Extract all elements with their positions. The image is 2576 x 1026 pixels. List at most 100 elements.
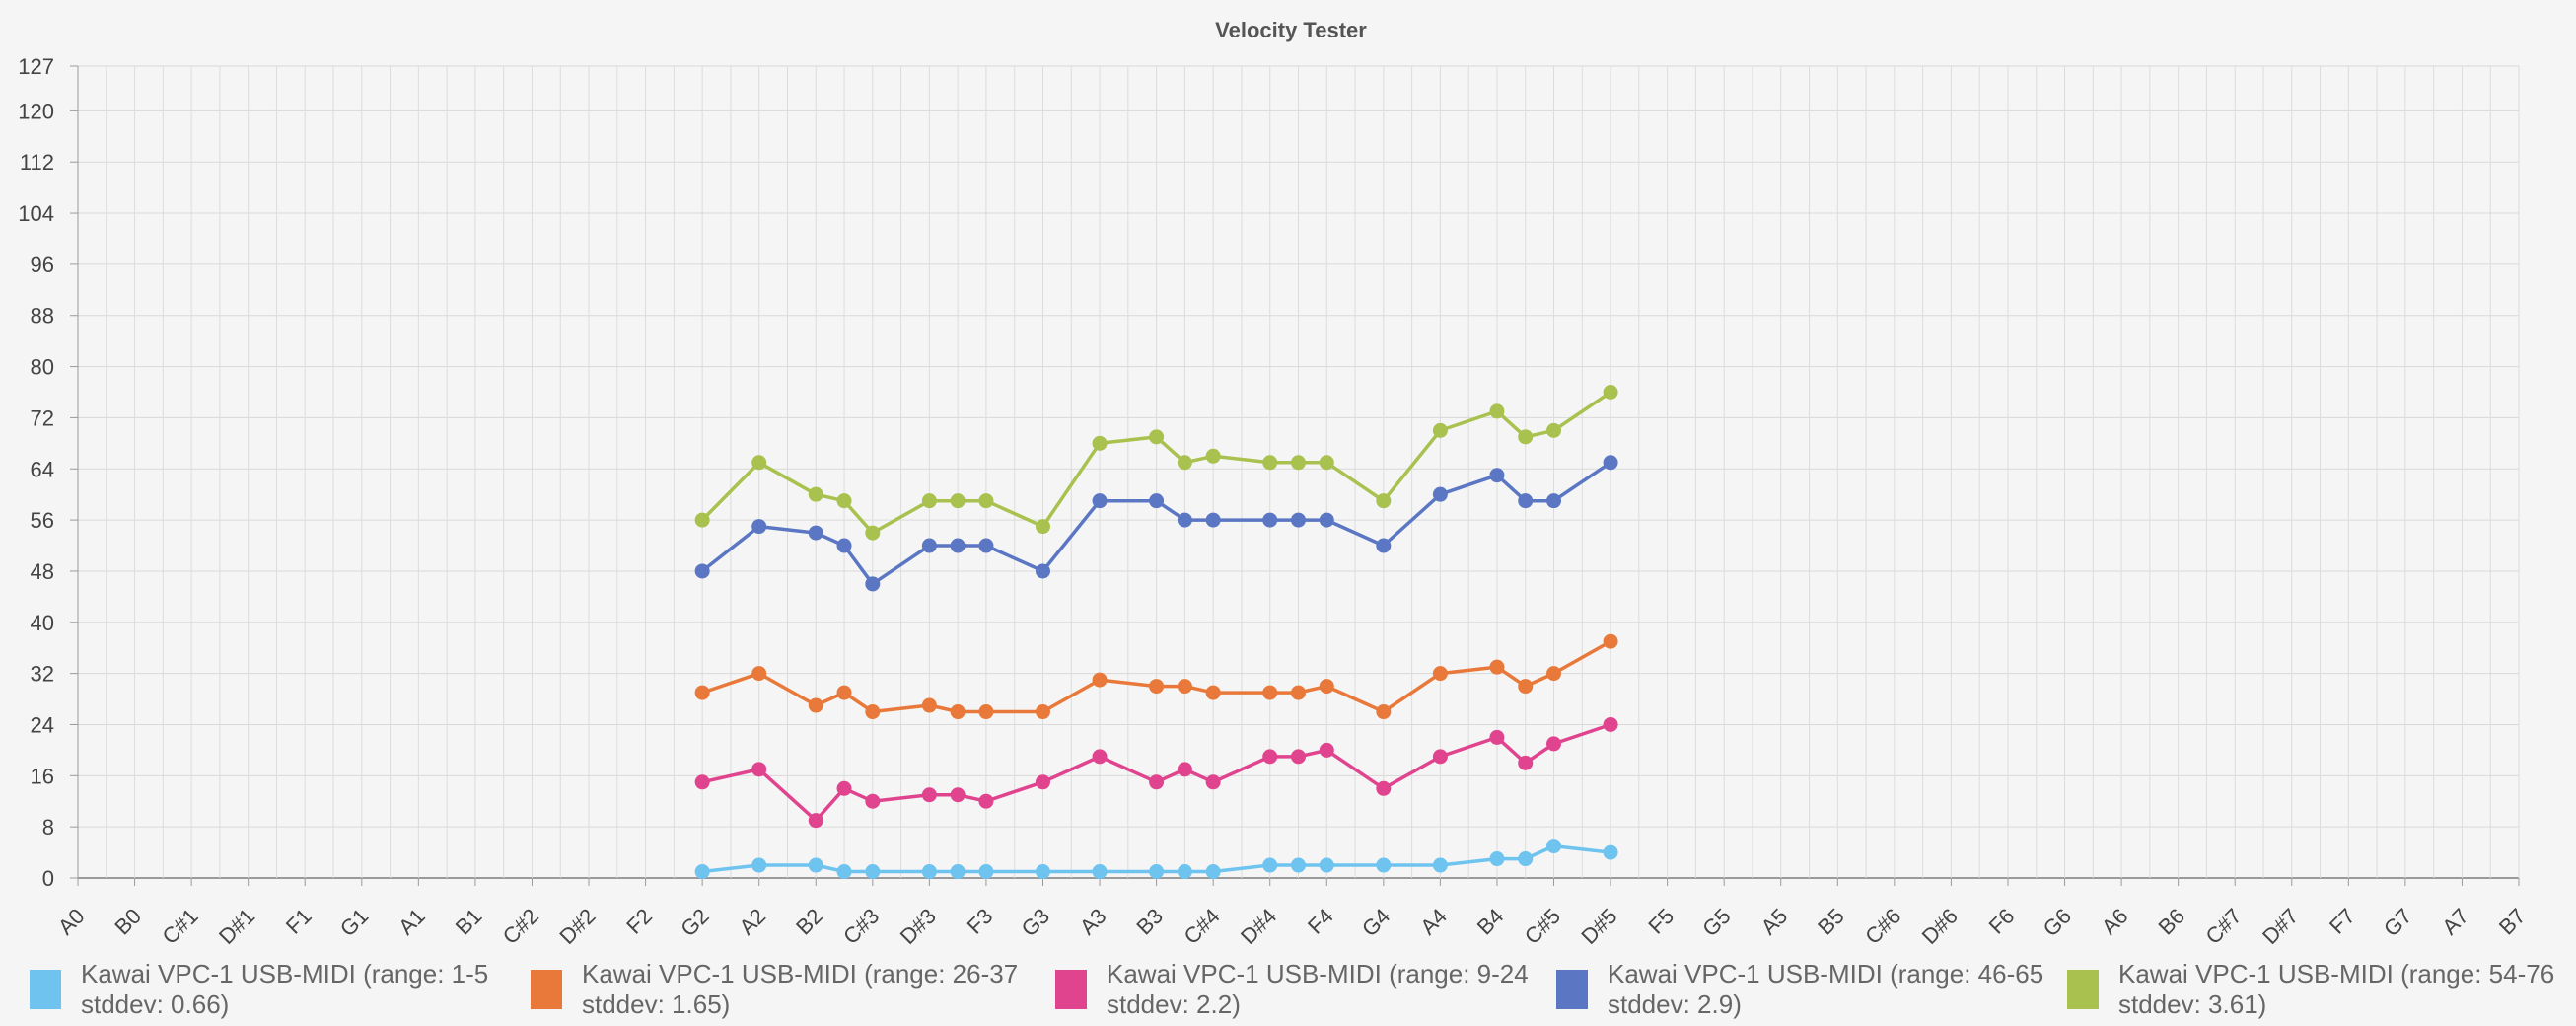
data-point[interactable] xyxy=(865,576,881,592)
data-point[interactable] xyxy=(1546,839,1562,854)
data-point[interactable] xyxy=(836,780,852,796)
data-point[interactable] xyxy=(751,762,767,777)
data-point[interactable] xyxy=(1177,455,1192,471)
data-point[interactable] xyxy=(950,538,966,553)
legend-swatch[interactable] xyxy=(1055,970,1087,1009)
data-point[interactable] xyxy=(836,538,852,553)
legend-label[interactable]: Kawai VPC-1 USB-MIDI (range: 1-5 stddev: … xyxy=(81,959,488,1019)
data-point[interactable] xyxy=(1518,429,1534,445)
data-point[interactable] xyxy=(978,704,994,720)
data-point[interactable] xyxy=(1262,455,1278,471)
data-point[interactable] xyxy=(1489,468,1505,483)
data-point[interactable] xyxy=(978,793,994,809)
legend-label[interactable]: Kawai VPC-1 USB-MIDI (range: 46-65 stddev… xyxy=(1608,959,2043,1019)
data-point[interactable] xyxy=(1489,851,1505,867)
data-point[interactable] xyxy=(694,774,710,790)
data-point[interactable] xyxy=(1319,679,1334,695)
data-point[interactable] xyxy=(1035,774,1050,790)
data-point[interactable] xyxy=(921,538,937,553)
data-point[interactable] xyxy=(694,563,710,579)
data-point[interactable] xyxy=(836,493,852,509)
legend-label[interactable]: Kawai VPC-1 USB-MIDI (range: 54-76 stddev… xyxy=(2118,959,2554,1019)
data-point[interactable] xyxy=(1546,422,1562,438)
data-point[interactable] xyxy=(1291,455,1306,471)
data-point[interactable] xyxy=(1376,704,1392,720)
data-point[interactable] xyxy=(1092,435,1108,451)
data-point[interactable] xyxy=(1603,384,1618,400)
data-point[interactable] xyxy=(1603,716,1618,732)
data-point[interactable] xyxy=(921,864,937,880)
data-point[interactable] xyxy=(865,704,881,720)
data-point[interactable] xyxy=(1518,493,1534,509)
data-point[interactable] xyxy=(1319,455,1334,471)
data-point[interactable] xyxy=(1262,512,1278,528)
data-point[interactable] xyxy=(1546,493,1562,509)
data-point[interactable] xyxy=(836,685,852,700)
data-point[interactable] xyxy=(1432,486,1448,502)
data-point[interactable] xyxy=(808,525,823,541)
data-point[interactable] xyxy=(1291,749,1306,765)
data-point[interactable] xyxy=(1489,403,1505,419)
data-point[interactable] xyxy=(1291,512,1306,528)
data-point[interactable] xyxy=(921,493,937,509)
data-point[interactable] xyxy=(1149,774,1165,790)
data-point[interactable] xyxy=(808,813,823,829)
data-point[interactable] xyxy=(694,864,710,880)
data-point[interactable] xyxy=(950,787,966,803)
data-point[interactable] xyxy=(1262,857,1278,873)
data-point[interactable] xyxy=(1177,864,1192,880)
data-point[interactable] xyxy=(1035,519,1050,535)
data-point[interactable] xyxy=(1205,685,1221,700)
legend-swatch[interactable] xyxy=(531,970,562,1009)
data-point[interactable] xyxy=(1432,749,1448,765)
data-point[interactable] xyxy=(1518,851,1534,867)
legend-swatch[interactable] xyxy=(30,970,61,1009)
data-point[interactable] xyxy=(1603,844,1618,860)
data-point[interactable] xyxy=(1205,864,1221,880)
data-point[interactable] xyxy=(808,857,823,873)
data-point[interactable] xyxy=(1149,679,1165,695)
data-point[interactable] xyxy=(1603,633,1618,649)
data-point[interactable] xyxy=(1518,755,1534,770)
data-point[interactable] xyxy=(1376,493,1392,509)
legend-swatch[interactable] xyxy=(1556,970,1588,1009)
data-point[interactable] xyxy=(1149,493,1165,509)
data-point[interactable] xyxy=(978,864,994,880)
data-point[interactable] xyxy=(751,519,767,535)
data-point[interactable] xyxy=(1149,429,1165,445)
data-point[interactable] xyxy=(1177,762,1192,777)
data-point[interactable] xyxy=(1603,455,1618,471)
data-point[interactable] xyxy=(1035,864,1050,880)
data-point[interactable] xyxy=(751,857,767,873)
data-point[interactable] xyxy=(865,525,881,541)
data-point[interactable] xyxy=(1518,679,1534,695)
data-point[interactable] xyxy=(1035,704,1050,720)
data-point[interactable] xyxy=(751,455,767,471)
data-point[interactable] xyxy=(1092,864,1108,880)
data-point[interactable] xyxy=(1291,685,1306,700)
data-point[interactable] xyxy=(1432,857,1448,873)
data-point[interactable] xyxy=(1319,512,1334,528)
data-point[interactable] xyxy=(836,864,852,880)
data-point[interactable] xyxy=(808,486,823,502)
data-point[interactable] xyxy=(1177,512,1192,528)
data-point[interactable] xyxy=(1092,493,1108,509)
data-point[interactable] xyxy=(1319,857,1334,873)
data-point[interactable] xyxy=(1205,512,1221,528)
data-point[interactable] xyxy=(1319,742,1334,758)
data-point[interactable] xyxy=(694,512,710,528)
data-point[interactable] xyxy=(950,704,966,720)
data-point[interactable] xyxy=(1205,774,1221,790)
data-point[interactable] xyxy=(1489,729,1505,745)
data-point[interactable] xyxy=(865,864,881,880)
data-point[interactable] xyxy=(808,697,823,713)
data-point[interactable] xyxy=(950,864,966,880)
data-point[interactable] xyxy=(921,787,937,803)
data-point[interactable] xyxy=(1205,448,1221,464)
legend-swatch[interactable] xyxy=(2067,970,2099,1009)
data-point[interactable] xyxy=(1177,679,1192,695)
data-point[interactable] xyxy=(1376,857,1392,873)
data-point[interactable] xyxy=(921,697,937,713)
data-point[interactable] xyxy=(1489,659,1505,675)
data-point[interactable] xyxy=(1092,749,1108,765)
